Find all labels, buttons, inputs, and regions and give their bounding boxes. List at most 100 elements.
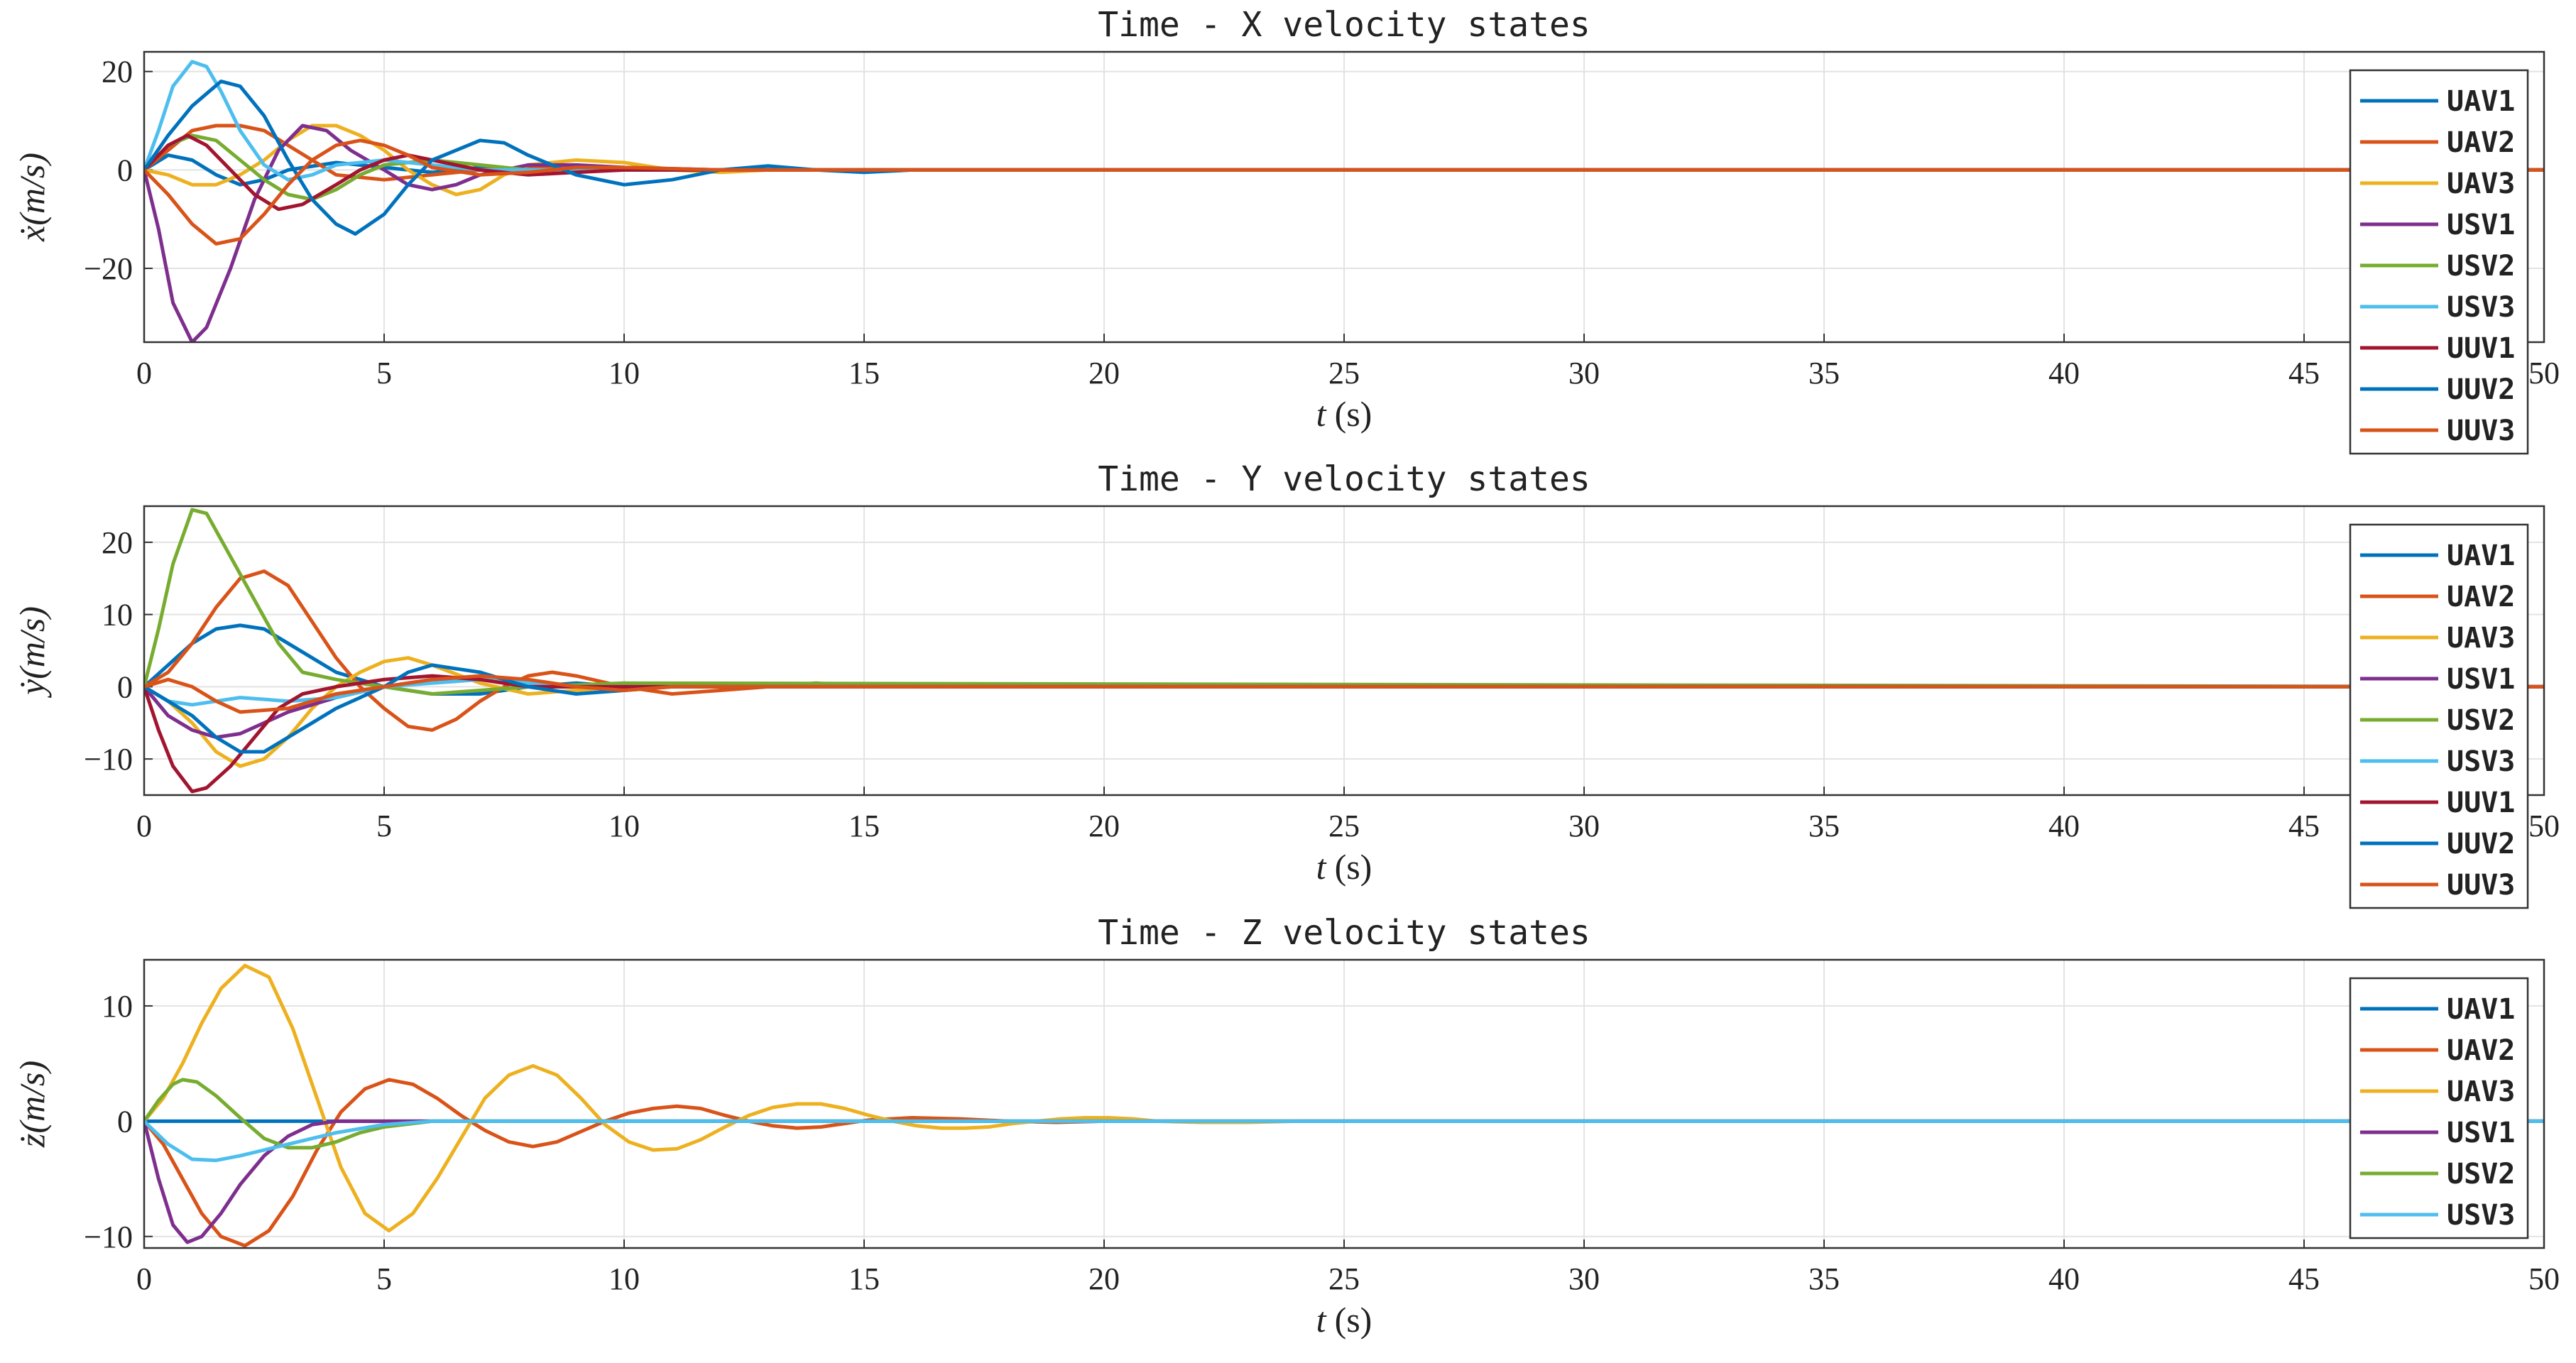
x-tick-label: 35 bbox=[1808, 356, 1840, 390]
y-tick-label: 0 bbox=[117, 153, 133, 187]
legend-label: UUV1 bbox=[2447, 332, 2515, 365]
y-tick-label: −10 bbox=[84, 742, 133, 777]
x-tick-label: 10 bbox=[608, 1261, 640, 1296]
series-line-usv3 bbox=[144, 1119, 2544, 1163]
series-line-uav3 bbox=[144, 963, 2544, 1233]
series-line-uav3 bbox=[144, 656, 2544, 768]
y-tick-label: 0 bbox=[117, 1104, 133, 1139]
legend: UAV1 UAV2 UAV3 USV1 USV2 USV3 bbox=[2349, 977, 2529, 1239]
x-tick-label: 15 bbox=[848, 809, 880, 843]
panel-title: Time - Z velocity states bbox=[1098, 913, 1590, 953]
y-tick-label: −20 bbox=[84, 251, 133, 286]
legend-label: USV1 bbox=[2447, 663, 2515, 696]
x-axis-label: t (s) bbox=[1316, 1300, 1372, 1340]
axes-box bbox=[143, 505, 2545, 797]
legend-label: USV3 bbox=[2447, 1199, 2515, 1232]
series-line-usv1 bbox=[144, 1119, 2544, 1244]
x-axis-unit: (s) bbox=[1335, 847, 1372, 887]
x-tick-label: 35 bbox=[1808, 809, 1840, 843]
legend-label: UAV2 bbox=[2447, 126, 2515, 159]
legend-box bbox=[2349, 977, 2529, 1239]
x-tick-label: 25 bbox=[1328, 1261, 1360, 1296]
series-line-usv3 bbox=[144, 677, 2544, 707]
series-line-uuv2 bbox=[144, 663, 2544, 754]
x-tick-label: 0 bbox=[136, 1261, 152, 1296]
y-tick-label: 10 bbox=[102, 989, 133, 1024]
legend-label: UAV3 bbox=[2447, 168, 2515, 200]
x-tick-label: 0 bbox=[136, 356, 152, 390]
series-line-usv2 bbox=[144, 1078, 2544, 1150]
x-tick-label: 30 bbox=[1568, 809, 1600, 843]
x-tick-label: 20 bbox=[1088, 1261, 1120, 1296]
panel-title: Time - Y velocity states bbox=[1098, 459, 1590, 499]
axes-box bbox=[143, 958, 2545, 1249]
legend-label: UAV1 bbox=[2447, 540, 2515, 572]
series-line-uuv2 bbox=[144, 80, 2544, 236]
x-tick-label: 25 bbox=[1328, 356, 1360, 390]
x-tick-label: 0 bbox=[136, 809, 152, 843]
series-line-uav3 bbox=[144, 124, 2544, 197]
x-tick-label: 20 bbox=[1088, 356, 1120, 390]
axes-box bbox=[143, 50, 2545, 344]
series-line-uuv3 bbox=[144, 674, 2544, 714]
series-line-uuv1 bbox=[144, 133, 2544, 212]
series-line-usv2 bbox=[144, 508, 2544, 696]
x-tick-label: 10 bbox=[608, 809, 640, 843]
x-tick-label: 30 bbox=[1568, 1261, 1600, 1296]
legend-label: USV1 bbox=[2447, 209, 2515, 241]
legend-label: USV2 bbox=[2447, 250, 2515, 283]
x-tick-label: 5 bbox=[376, 1261, 392, 1296]
x-axis-unit: (s) bbox=[1335, 394, 1372, 434]
x-tick-label: 50 bbox=[2528, 356, 2560, 390]
y-axis-label: ż(m/s) bbox=[12, 1061, 52, 1148]
x-axis-variable: t bbox=[1316, 1300, 1327, 1340]
series-line-usv1 bbox=[144, 124, 2544, 342]
series-line-uav2 bbox=[144, 569, 2544, 732]
legend-label: UAV1 bbox=[2447, 85, 2515, 118]
x-tick-label: 35 bbox=[1808, 1261, 1840, 1296]
x-tick-label: 15 bbox=[848, 1261, 880, 1296]
series-line-uuv3 bbox=[144, 138, 2544, 246]
x-tick-label: 25 bbox=[1328, 809, 1360, 843]
series-line-usv2 bbox=[144, 133, 2544, 202]
legend-label: UAV2 bbox=[2447, 1034, 2515, 1067]
series-line-usv3 bbox=[144, 60, 2544, 182]
x-tick-label: 45 bbox=[2288, 809, 2320, 843]
legend-label: UUV3 bbox=[2447, 869, 2515, 902]
y-tick-label: 20 bbox=[102, 55, 133, 89]
x-tick-label: 5 bbox=[376, 809, 392, 843]
legend-label: USV1 bbox=[2447, 1117, 2515, 1149]
x-tick-label: 45 bbox=[2288, 1261, 2320, 1296]
x-tick-label: 50 bbox=[2528, 1261, 2560, 1296]
x-axis-label: t (s) bbox=[1316, 847, 1372, 887]
x-tick-label: 5 bbox=[376, 356, 392, 390]
legend-label: UAV1 bbox=[2447, 993, 2515, 1026]
y-tick-label: 0 bbox=[117, 669, 133, 704]
legend-label: UUV3 bbox=[2447, 415, 2515, 447]
x-axis-label: t (s) bbox=[1316, 394, 1372, 434]
x-tick-label: 10 bbox=[608, 356, 640, 390]
x-axis-variable: t bbox=[1316, 847, 1327, 887]
x-tick-label: 15 bbox=[848, 356, 880, 390]
x-tick-label: 20 bbox=[1088, 809, 1120, 843]
x-axis-variable: t bbox=[1316, 394, 1327, 434]
legend-label: USV3 bbox=[2447, 291, 2515, 324]
legend-label: UUV2 bbox=[2447, 373, 2515, 406]
x-axis-unit: (s) bbox=[1335, 1300, 1372, 1340]
legend-label: UAV2 bbox=[2447, 581, 2515, 613]
x-tick-label: 30 bbox=[1568, 356, 1600, 390]
legend: UAV1 UAV2 UAV3 USV1 USV2 USV3 UUV1 UUV2 UUV3 bbox=[2349, 69, 2529, 455]
legend-label: UUV1 bbox=[2447, 787, 2515, 819]
legend-label: USV2 bbox=[2447, 1158, 2515, 1190]
legend-label: USV3 bbox=[2447, 745, 2515, 778]
x-velocity-panel: 0 5 10 15 20 25 30 35 40 45 50 20 0 −20 Time - X veloc… bbox=[12, 5, 2560, 455]
legend-label: UUV2 bbox=[2447, 828, 2515, 860]
x-tick-label: 40 bbox=[2048, 809, 2080, 843]
legend-label: UAV3 bbox=[2447, 622, 2515, 655]
legend-label: USV2 bbox=[2447, 704, 2515, 737]
y-tick-label: −10 bbox=[84, 1220, 133, 1254]
y-axis-label: ẋ(m/s) bbox=[12, 153, 52, 242]
